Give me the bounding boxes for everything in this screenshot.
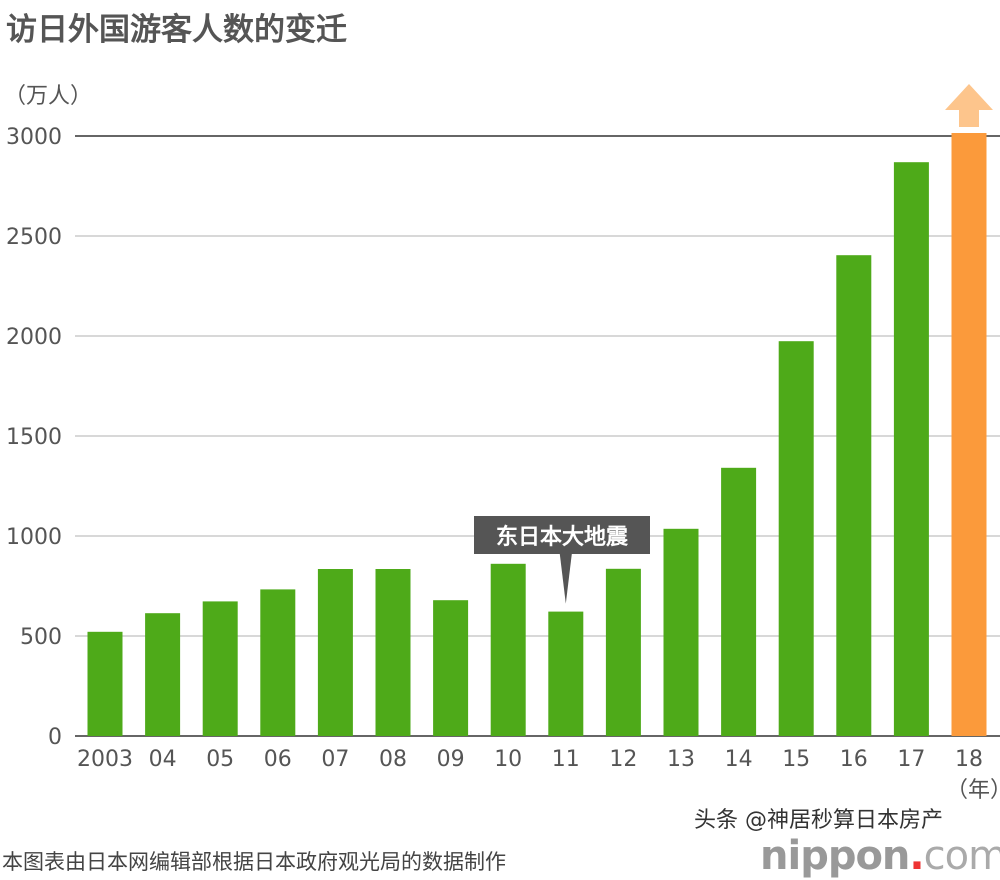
logo-main: nippon bbox=[760, 833, 910, 879]
bar bbox=[836, 255, 872, 736]
x-tick-label: 12 bbox=[609, 747, 637, 772]
x-tick-label: 14 bbox=[725, 747, 753, 772]
x-tick-label: 07 bbox=[321, 747, 349, 772]
y-tick-label: 0 bbox=[48, 725, 62, 750]
y-tick-label: 2000 bbox=[6, 325, 62, 350]
bar bbox=[202, 601, 238, 736]
chart-title: 访日外国游客人数的变迁 bbox=[6, 12, 347, 48]
x-tick-label: 16 bbox=[840, 747, 868, 772]
nippon-logo: nippon.com bbox=[760, 836, 1000, 876]
callout-text: 东日本大地震 bbox=[496, 524, 629, 550]
y-tick-label: 1500 bbox=[6, 425, 62, 450]
y-tick-label: 1000 bbox=[6, 525, 62, 550]
y-tick-label: 2500 bbox=[6, 225, 62, 250]
bar bbox=[260, 589, 296, 736]
bar bbox=[893, 162, 929, 736]
bar bbox=[548, 611, 584, 736]
x-tick-label: 15 bbox=[782, 747, 810, 772]
x-tick-label: 05 bbox=[206, 747, 234, 772]
x-tick-label: 06 bbox=[264, 747, 292, 772]
bar bbox=[490, 563, 526, 736]
x-tick-label: 18 bbox=[955, 747, 983, 772]
y-tick-label: 3000 bbox=[6, 125, 62, 150]
bar bbox=[605, 568, 641, 736]
bar bbox=[145, 613, 181, 736]
callout-pointer bbox=[559, 554, 572, 604]
bar bbox=[778, 341, 814, 736]
callout-box bbox=[474, 516, 650, 554]
x-axis-unit: （年） bbox=[946, 778, 1000, 803]
bar bbox=[663, 528, 699, 736]
x-tick-label: 04 bbox=[149, 747, 177, 772]
x-tick-label: 09 bbox=[437, 747, 465, 772]
bar bbox=[317, 569, 353, 736]
bar bbox=[721, 467, 757, 736]
x-tick-label: 08 bbox=[379, 747, 407, 772]
y-tick-label: 500 bbox=[20, 625, 62, 650]
x-tick-label: 13 bbox=[667, 747, 695, 772]
logo-dot: . bbox=[909, 833, 924, 879]
x-tick-label: 17 bbox=[897, 747, 925, 772]
bar bbox=[375, 569, 411, 736]
x-tick-label: 10 bbox=[494, 747, 522, 772]
logo-suffix: com bbox=[923, 833, 1000, 879]
up-arrow-icon bbox=[945, 84, 993, 127]
bar bbox=[951, 133, 987, 736]
watermark: 头条 @神居秒算日本房产 bbox=[694, 808, 943, 833]
x-tick-label: 2003 bbox=[77, 747, 133, 772]
bar bbox=[433, 600, 469, 736]
bar bbox=[87, 631, 123, 736]
source-note: 本图表由日本网编辑部根据日本政府观光局的数据制作 bbox=[2, 850, 506, 874]
y-axis-unit: （万人） bbox=[4, 84, 93, 109]
x-tick-label: 11 bbox=[552, 747, 580, 772]
